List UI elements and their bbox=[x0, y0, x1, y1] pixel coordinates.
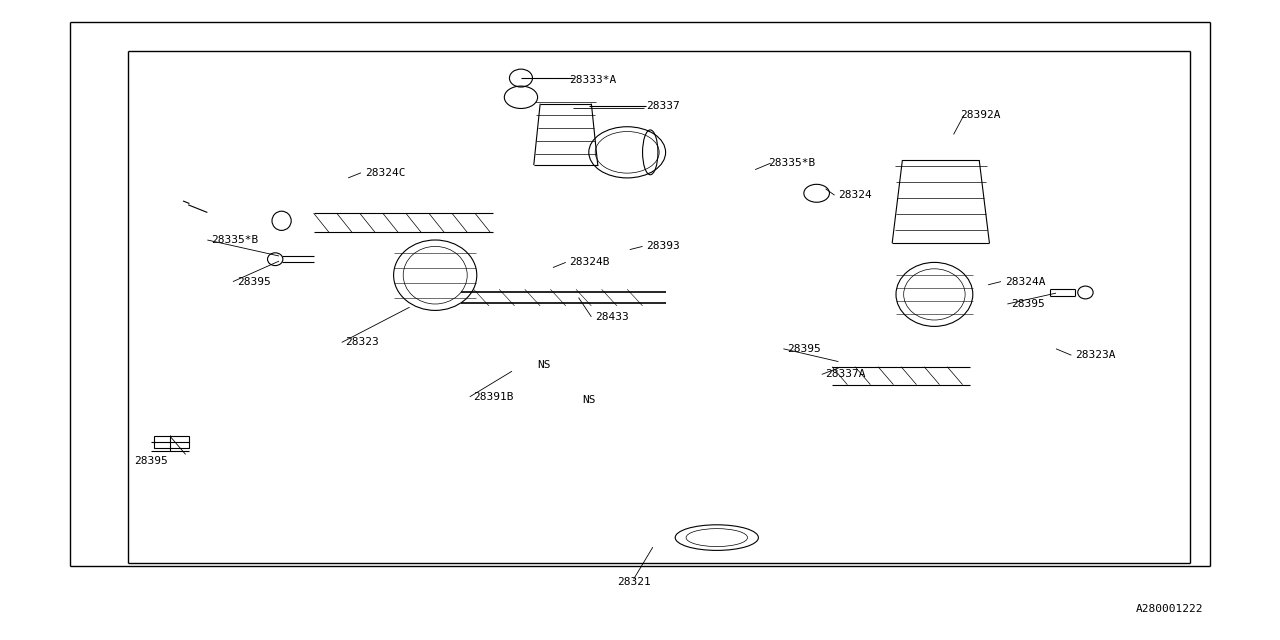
Text: 28324: 28324 bbox=[838, 190, 872, 200]
Text: 28392A: 28392A bbox=[960, 110, 1001, 120]
Text: A280001222: A280001222 bbox=[1135, 604, 1203, 614]
Text: 28324A: 28324A bbox=[1005, 276, 1046, 287]
Text: 28395: 28395 bbox=[237, 276, 270, 287]
Text: 28333*A: 28333*A bbox=[570, 75, 617, 85]
Text: NS: NS bbox=[582, 395, 596, 405]
Text: 28335*B: 28335*B bbox=[768, 158, 815, 168]
Text: 28324C: 28324C bbox=[365, 168, 406, 178]
Text: 28433: 28433 bbox=[595, 312, 628, 322]
Text: NS: NS bbox=[538, 360, 552, 370]
Bar bbox=[154, 436, 189, 448]
Text: 28337: 28337 bbox=[646, 100, 680, 111]
Text: 28337A: 28337A bbox=[826, 369, 867, 380]
Text: 28323: 28323 bbox=[346, 337, 379, 348]
Text: 28395: 28395 bbox=[787, 344, 820, 354]
Text: 28395: 28395 bbox=[134, 456, 168, 466]
Text: 28393: 28393 bbox=[646, 241, 680, 252]
Text: 28335*B: 28335*B bbox=[211, 235, 259, 245]
Text: 28324B: 28324B bbox=[570, 257, 611, 268]
Text: 28321: 28321 bbox=[617, 577, 650, 588]
Text: 28395: 28395 bbox=[1011, 299, 1044, 309]
Text: 28323A: 28323A bbox=[1075, 350, 1116, 360]
Text: 28391B: 28391B bbox=[474, 392, 515, 402]
